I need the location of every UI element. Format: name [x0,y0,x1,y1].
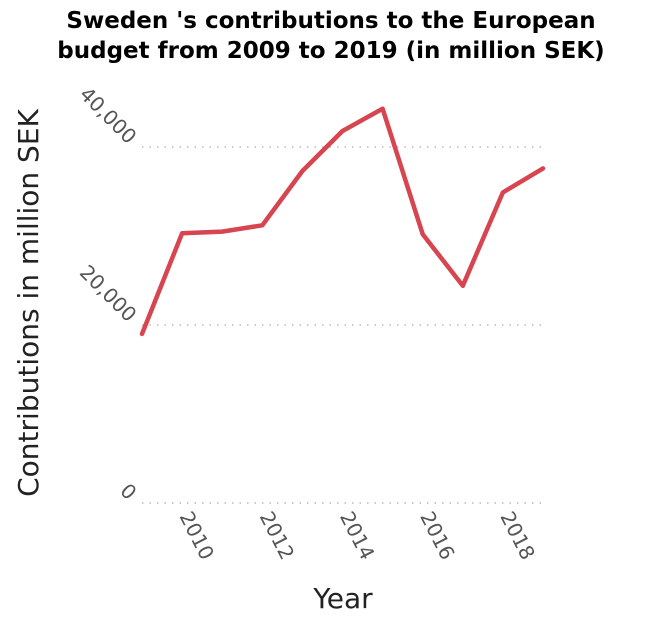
y-axis-title: Contributions in million SEK [12,108,45,496]
chart-title-line-1: Sweden 's contributions to the European [66,8,596,34]
x-tick-label: 2010 [175,507,219,563]
y-axis-ticks: 0 20,000 40,000 [75,82,141,504]
x-axis-title: Year [312,582,373,615]
y-tick-label: 40,000 [75,82,141,148]
x-tick-label: 2012 [255,507,299,563]
y-tick-label: 20,000 [75,260,141,326]
chart-title-line-2: budget from 2009 to 2019 (in million SEK… [57,38,605,64]
y-tick-label: 0 [115,479,141,505]
gridlines [142,146,543,504]
x-tick-label: 2014 [335,507,379,563]
x-tick-label: 2016 [415,507,459,563]
x-axis-ticks: 2010 2012 2014 2016 2018 [175,507,540,563]
chart-title: Sweden 's contributions to the European … [0,6,662,66]
x-tick-label: 2018 [495,507,539,563]
series-line [139,106,546,337]
